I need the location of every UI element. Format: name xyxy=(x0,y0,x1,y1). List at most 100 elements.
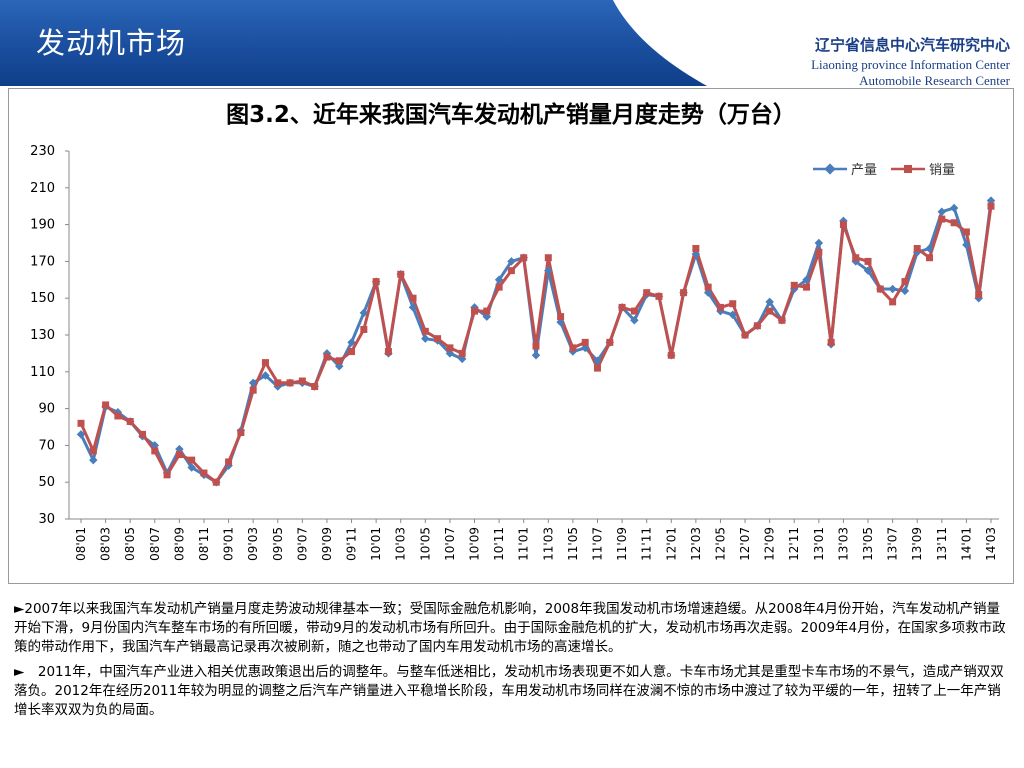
x-tick-label: 08'11 xyxy=(197,527,211,561)
data-point-sales xyxy=(606,338,614,346)
data-point-sales xyxy=(286,379,294,387)
data-point-sales xyxy=(311,383,319,391)
data-point-sales xyxy=(987,202,995,210)
data-point-sales xyxy=(766,307,774,315)
data-point-production xyxy=(248,378,258,388)
data-point-sales xyxy=(913,245,921,253)
data-point-sales xyxy=(532,342,540,350)
data-point-sales xyxy=(593,364,601,372)
data-point-sales xyxy=(901,278,909,286)
x-tick-label: 13'01 xyxy=(812,527,826,561)
x-tick-label: 11'05 xyxy=(566,527,580,561)
data-point-sales xyxy=(630,307,638,315)
logo: 辽宁省信息中心汽车研究中心 Liaoning province Informat… xyxy=(760,34,1010,89)
y-tick-label: 150 xyxy=(30,291,55,306)
x-tick-label: 08'05 xyxy=(123,527,137,561)
data-point-production xyxy=(76,430,86,439)
data-point-sales xyxy=(89,447,97,455)
data-point-production xyxy=(531,350,541,360)
x-tick-label: 09'07 xyxy=(295,527,309,561)
body-text: ►2007年以来我国汽车发动机产销量月度走势波动规律基本一致；受国际金融危机影响… xyxy=(14,600,1010,726)
x-tick-label: 12'01 xyxy=(664,527,678,561)
x-tick-label: 10'09 xyxy=(468,527,482,561)
data-point-sales xyxy=(323,353,331,361)
legend-sales-label: 销量 xyxy=(928,163,955,178)
data-point-sales xyxy=(151,447,159,455)
x-tick-label: 13'09 xyxy=(910,527,924,561)
data-point-sales xyxy=(298,377,306,385)
data-point-sales xyxy=(520,254,528,262)
data-point-production xyxy=(408,303,418,312)
logo-en-line1: Liaoning province Information Center xyxy=(811,57,1010,72)
x-tick-label: 10'03 xyxy=(394,527,408,561)
data-point-sales xyxy=(483,307,491,315)
x-tick-label: 08'01 xyxy=(74,527,88,561)
data-point-sales xyxy=(876,285,884,293)
y-tick-label: 90 xyxy=(38,402,55,417)
data-point-production xyxy=(507,257,516,266)
data-point-production xyxy=(949,203,959,213)
x-tick-label: 10'01 xyxy=(369,527,383,561)
data-point-sales xyxy=(495,283,503,291)
data-point-sales xyxy=(643,289,651,297)
data-point-sales xyxy=(926,254,934,262)
header-fade xyxy=(740,0,1024,86)
data-point-sales xyxy=(667,351,675,359)
y-tick-label: 30 xyxy=(38,512,55,527)
data-point-production xyxy=(814,238,824,248)
data-point-sales xyxy=(471,307,479,315)
data-point-sales xyxy=(753,322,761,330)
x-tick-label: 12'07 xyxy=(738,527,752,561)
data-point-production xyxy=(421,334,430,343)
data-point-sales xyxy=(274,379,282,387)
x-tick-label: 10'11 xyxy=(492,527,506,561)
data-point-sales xyxy=(618,303,626,311)
legend-sales-marker xyxy=(890,164,925,173)
data-point-sales xyxy=(212,478,220,486)
x-tick-label: 08'03 xyxy=(99,527,113,561)
chart-frame: 图3.2、近年来我国汽车发动机产销量月度走势（万台） 30 50 70 90 110 13… xyxy=(8,88,1014,584)
data-point-production xyxy=(494,275,504,285)
x-tick-label: 12'03 xyxy=(689,527,703,561)
legend-item-production: 产量 xyxy=(812,159,877,178)
data-point-sales xyxy=(950,219,958,227)
x-tick-label: 13'11 xyxy=(935,527,949,561)
data-point-sales xyxy=(975,291,983,299)
x-tick-label: 08'07 xyxy=(148,527,162,561)
x-tick-label: 12'09 xyxy=(763,527,777,561)
data-point-sales xyxy=(163,471,171,479)
data-point-sales xyxy=(680,289,688,297)
data-point-sales xyxy=(815,248,823,256)
x-tick-label: 13'05 xyxy=(861,527,875,561)
x-tick-label: 09'03 xyxy=(246,527,260,561)
data-point-sales xyxy=(114,412,122,420)
header-bar xyxy=(0,0,1024,86)
x-tick-label: 13'07 xyxy=(886,527,900,561)
data-point-sales xyxy=(102,401,110,409)
x-tick-label: 11'01 xyxy=(517,527,531,561)
data-point-production xyxy=(347,338,356,347)
logo-cn-text: 辽宁省信息中心汽车研究中心 xyxy=(814,36,1010,54)
x-tick-label: 09'05 xyxy=(271,527,285,561)
line-chart: 30 50 70 90 110 130 150 170 190 210 230 08'01 08'03 0… xyxy=(30,144,999,561)
x-tick-label: 11'03 xyxy=(541,527,555,561)
x-tick-label: 09'11 xyxy=(345,527,359,561)
data-point-sales xyxy=(261,359,269,367)
y-tick-label: 190 xyxy=(30,218,55,233)
x-tick-label: 14'01 xyxy=(959,527,973,561)
data-point-sales xyxy=(569,344,577,352)
data-point-production xyxy=(630,316,639,325)
data-point-sales xyxy=(655,292,663,300)
paragraph-2: ► 2011年，中国汽车产业进入相关优惠政策退出后的调整年。与整车低迷相比，发动… xyxy=(14,664,1004,718)
y-tick-label: 170 xyxy=(30,254,55,269)
y-tick-label: 230 xyxy=(30,144,55,159)
data-point-production xyxy=(900,286,910,296)
data-point-sales xyxy=(729,300,737,308)
data-point-sales xyxy=(77,419,85,427)
y-tick-label: 110 xyxy=(30,365,55,380)
data-point-sales xyxy=(778,316,786,324)
data-point-sales xyxy=(704,283,712,291)
data-point-sales xyxy=(360,325,368,333)
x-tick-label: 14'03 xyxy=(984,527,998,561)
data-point-sales xyxy=(249,386,257,394)
